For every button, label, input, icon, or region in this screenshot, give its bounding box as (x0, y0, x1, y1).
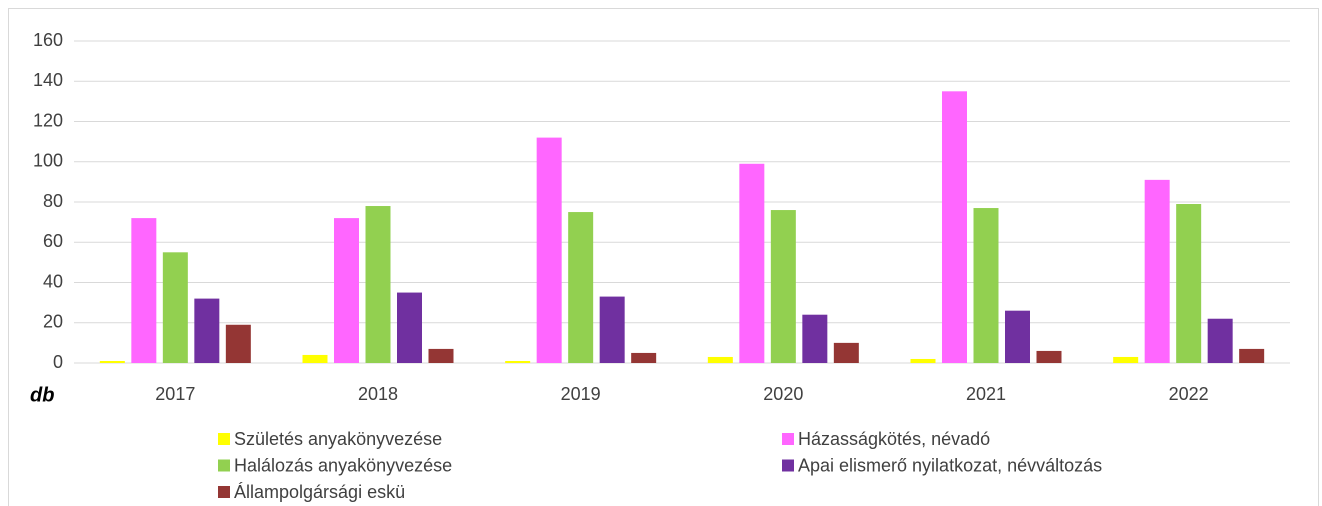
bar (1005, 310, 1030, 363)
bar (334, 218, 359, 363)
bar (910, 358, 936, 363)
y-axis-label: db (30, 384, 54, 406)
legend-label: Apai elismerő nyilatkozat, névváltozás (798, 455, 1102, 475)
x-tick-label: 2018 (358, 384, 398, 404)
x-tick-label: 2019 (561, 384, 601, 404)
legend-swatch (782, 433, 794, 445)
bar (1036, 350, 1062, 363)
bar (631, 352, 657, 363)
bar (942, 91, 967, 363)
bar (365, 206, 391, 363)
y-tick-label: 80 (43, 191, 63, 211)
bar (568, 212, 594, 363)
legend-swatch (218, 486, 230, 498)
bar (973, 208, 999, 363)
y-tick-label: 0 (53, 352, 63, 372)
bar (1144, 179, 1170, 363)
legend-label: Házasságkötés, névadó (798, 429, 990, 449)
y-tick-label: 100 (33, 151, 63, 171)
legend-label: Állampolgársági eskü (234, 482, 405, 502)
x-tick-label: 2021 (966, 384, 1006, 404)
y-tick-label: 140 (33, 70, 63, 90)
bar (397, 292, 422, 363)
legend-swatch (218, 459, 230, 472)
legend-swatch (782, 459, 794, 472)
bar (1176, 204, 1202, 363)
y-tick-label: 60 (43, 231, 63, 251)
bar (739, 163, 765, 363)
bar (131, 218, 157, 363)
legend-label: Halálozás anyakönyvezése (234, 455, 452, 475)
y-tick-label: 40 (43, 271, 63, 291)
y-tick-label: 160 (33, 30, 63, 50)
bar (833, 342, 859, 363)
y-tick-label: 20 (43, 312, 63, 332)
legend-swatch (218, 433, 230, 445)
legend-label: Születés anyakönyvezése (234, 429, 442, 449)
y-tick-label: 120 (33, 110, 63, 130)
x-tick-label: 2017 (155, 384, 195, 404)
bar (302, 354, 328, 363)
bar (599, 296, 625, 363)
bar (707, 356, 733, 363)
x-tick-label: 2020 (763, 384, 803, 404)
bar (770, 210, 796, 363)
bar (99, 360, 125, 363)
bar (1239, 348, 1265, 363)
bar (536, 137, 562, 363)
bar (1207, 318, 1233, 363)
bar (194, 298, 220, 363)
bar (428, 348, 454, 363)
chart-frame (8, 8, 1319, 506)
x-tick-label: 2022 (1169, 384, 1209, 404)
bar (225, 324, 251, 363)
bar (802, 314, 828, 363)
bar (162, 252, 188, 363)
bar (505, 360, 531, 363)
bar (1113, 356, 1139, 363)
